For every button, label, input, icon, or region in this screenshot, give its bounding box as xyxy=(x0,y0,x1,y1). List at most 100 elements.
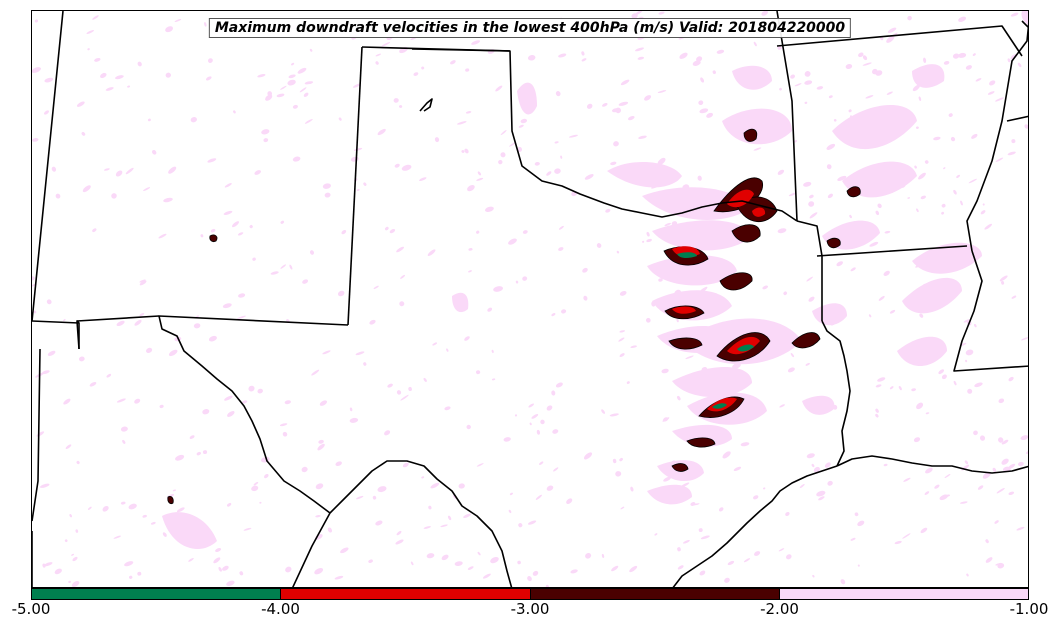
ok-tx-red-river xyxy=(361,46,798,222)
speckle xyxy=(375,520,383,526)
speckle xyxy=(561,309,567,314)
speckle xyxy=(878,295,885,301)
speckle xyxy=(925,412,930,415)
speckle xyxy=(249,225,253,229)
speckle xyxy=(615,471,622,477)
speckle xyxy=(958,16,967,23)
speckle xyxy=(787,367,795,373)
speckle xyxy=(124,561,134,567)
speckle xyxy=(610,161,617,166)
speckle xyxy=(612,458,617,464)
speckle xyxy=(315,515,321,518)
speckle xyxy=(440,524,448,528)
speckle xyxy=(446,348,449,352)
speckle xyxy=(265,94,273,101)
speckle xyxy=(322,350,331,355)
speckle xyxy=(491,349,494,354)
speckle xyxy=(558,247,564,251)
speckle xyxy=(761,11,768,16)
speckle xyxy=(779,404,785,408)
speckle xyxy=(989,80,996,86)
speckle xyxy=(297,67,307,74)
speckle xyxy=(998,398,1005,404)
speckle xyxy=(827,480,833,486)
speckle xyxy=(34,19,39,23)
speckle xyxy=(539,461,544,465)
speckle xyxy=(794,140,798,143)
speckle xyxy=(941,374,947,380)
speckle xyxy=(642,240,645,243)
speckle xyxy=(586,103,593,109)
speckle xyxy=(508,142,517,147)
speckle xyxy=(581,58,587,62)
speckle xyxy=(658,278,663,282)
speckle xyxy=(202,450,208,455)
speckle xyxy=(788,192,797,197)
speckle xyxy=(654,533,658,536)
speckle xyxy=(233,110,236,114)
speckle xyxy=(419,177,427,181)
speckle xyxy=(259,501,262,504)
tx-la-north xyxy=(796,220,823,321)
speckle xyxy=(261,129,270,135)
speckle xyxy=(111,193,117,199)
speckle xyxy=(165,72,171,78)
speckle xyxy=(396,530,402,536)
speckle xyxy=(762,285,769,290)
speckle xyxy=(902,533,911,539)
speckle xyxy=(677,395,681,401)
speckle xyxy=(875,70,883,76)
speckle xyxy=(484,206,494,212)
speckle xyxy=(974,382,983,388)
speckle xyxy=(630,486,634,492)
speckle xyxy=(616,250,620,254)
speckle xyxy=(534,161,540,166)
speckle xyxy=(465,111,472,114)
speckle xyxy=(127,85,131,88)
speckle xyxy=(105,87,114,91)
speckle xyxy=(237,315,246,320)
speckle xyxy=(288,74,296,79)
speckle xyxy=(629,565,638,573)
speckle xyxy=(210,228,216,233)
speckle xyxy=(836,261,843,267)
speckle xyxy=(146,347,153,353)
speckle xyxy=(47,350,56,357)
speckle xyxy=(76,101,85,107)
speckle xyxy=(389,228,396,234)
speckle xyxy=(963,319,970,323)
speckle xyxy=(522,276,528,281)
speckle xyxy=(400,274,406,279)
speckle xyxy=(546,171,552,176)
speckle xyxy=(193,323,201,329)
speckle xyxy=(86,30,94,34)
speckle xyxy=(554,141,559,144)
speckle xyxy=(477,171,482,176)
speckle xyxy=(953,380,957,386)
speckle xyxy=(299,87,307,93)
speckle xyxy=(463,513,472,518)
speckle xyxy=(428,505,432,510)
speckle xyxy=(886,91,893,95)
speckle xyxy=(120,501,126,505)
speckle xyxy=(875,210,880,216)
speckle xyxy=(583,452,593,460)
speckle xyxy=(399,46,408,54)
speckle xyxy=(363,362,367,366)
speckle xyxy=(964,460,969,465)
speckle xyxy=(372,495,377,500)
speckle xyxy=(934,484,940,489)
colorbar-tick-2: -4.00 xyxy=(261,600,300,618)
speckle xyxy=(628,115,635,121)
speckle xyxy=(500,130,507,136)
speckle xyxy=(239,571,244,576)
speckle xyxy=(804,71,811,77)
speckle xyxy=(569,134,578,138)
speckle xyxy=(176,507,185,513)
speckle xyxy=(471,40,481,45)
speckle xyxy=(517,560,521,565)
speckle xyxy=(966,573,969,577)
speckle xyxy=(162,532,167,537)
speckle xyxy=(1010,12,1019,17)
speckle xyxy=(804,80,813,85)
